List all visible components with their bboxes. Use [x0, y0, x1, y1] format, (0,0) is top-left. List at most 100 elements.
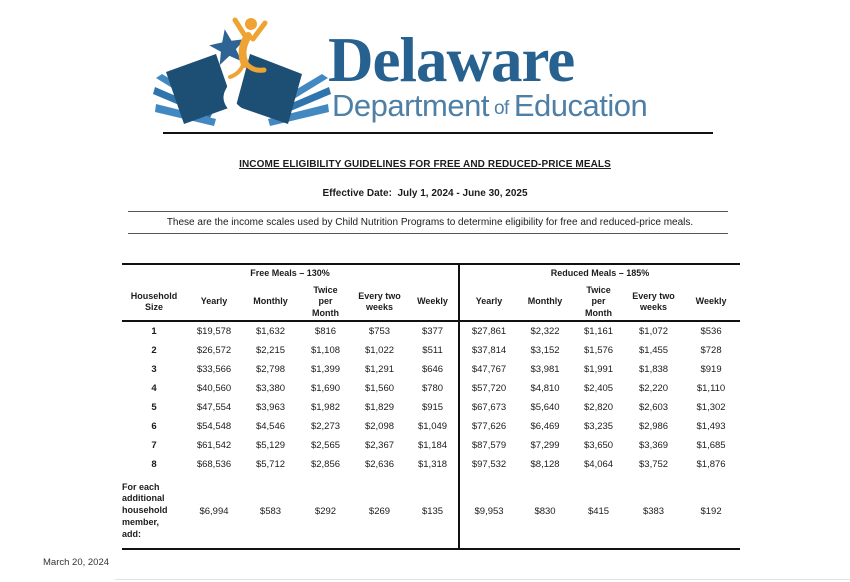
amount-cell: $19,578 — [196, 326, 232, 337]
amount-cell: $2,820 — [584, 402, 614, 413]
amount-cell: $2,367 — [364, 440, 395, 451]
doe-logo-icon — [153, 17, 331, 126]
amount-cell: $9,953 — [458, 474, 519, 549]
logo-subtitle-word: Education — [513, 88, 648, 123]
amount-cell: $40,560 — [196, 383, 232, 394]
amount-cell: $5,712 — [255, 459, 286, 470]
amount-cell: $292 — [314, 505, 337, 517]
amount-cell: $377 — [421, 326, 444, 337]
amount-cell: $1,838 — [639, 364, 669, 375]
description-text: These are the income scales used by Chil… — [166, 217, 694, 228]
amount-cell: $2,098 — [364, 421, 395, 432]
column-header-reduced-monthly: Monthly — [527, 296, 563, 307]
amount-cell: $1,829 — [364, 402, 395, 413]
column-header-free-weekly: Weekly — [417, 296, 448, 307]
amount-cell: $1,493 — [696, 421, 726, 432]
amount-cell: $383 — [642, 505, 665, 517]
amount-cell: $2,798 — [255, 364, 286, 375]
amount-cell: $1,685 — [696, 440, 726, 451]
group-header-free: Free Meals – 130% — [250, 268, 330, 278]
amount-cell: $6,994 — [199, 505, 229, 517]
amount-cell: $5,129 — [255, 440, 286, 451]
amount-cell: $1,108 — [310, 345, 341, 356]
amount-cell: $27,861 — [458, 321, 519, 341]
amount-cell: $26,572 — [196, 345, 232, 356]
household-size-cell: 3 — [151, 364, 157, 375]
column-header-reduced-weekly: Weekly — [695, 296, 727, 307]
amount-cell: $583 — [259, 505, 282, 517]
amount-cell: $61,542 — [196, 440, 232, 451]
amount-cell: $1,318 — [417, 459, 448, 470]
table-row: 7 $61,542 $5,129 $2,565 $2,367 $1,184 $87,579 $… — [122, 436, 740, 455]
amount-cell: $1,022 — [364, 345, 395, 356]
amount-cell: $1,632 — [255, 326, 286, 337]
column-header-reduced-every-two-weeks: Every two weeks — [632, 290, 675, 312]
amount-cell: $2,636 — [364, 459, 395, 470]
amount-cell: $753 — [368, 326, 391, 337]
logo-rule — [163, 132, 713, 134]
divider-line-bottom — [128, 233, 728, 234]
book-icon — [166, 54, 302, 124]
amount-cell: $1,876 — [696, 459, 726, 470]
logo-subtitle-word: Department — [332, 88, 489, 123]
income-eligibility-table: Free Meals – 130% Reduced Meals – 185% H… — [122, 263, 741, 550]
bottom-rule — [115, 579, 850, 580]
amount-cell: $1,291 — [364, 364, 395, 375]
amount-cell: $2,603 — [639, 402, 669, 413]
amount-cell: $1,184 — [417, 440, 448, 451]
logo-subtitle: Department of Education — [332, 88, 728, 126]
additional-member-label: For each additional household member, ad… — [122, 481, 168, 539]
logo-subtitle-word-of: of — [493, 98, 509, 119]
amount-cell: $8,128 — [530, 459, 560, 470]
amount-cell: $2,565 — [310, 440, 341, 451]
household-size-header: Household Size — [130, 290, 178, 312]
logo-title: Delaware — [328, 25, 575, 95]
amount-cell: $1,455 — [639, 345, 669, 356]
household-size-cell: 1 — [151, 326, 157, 337]
footer-date: March 20, 2024 — [43, 557, 110, 568]
amount-cell: $77,626 — [458, 417, 519, 436]
amount-cell: $3,369 — [639, 440, 669, 451]
amount-cell: $54,548 — [196, 421, 232, 432]
amount-cell: $780 — [421, 383, 444, 394]
page-title: INCOME ELIGIBILITY GUIDELINES FOR FREE A… — [239, 159, 611, 170]
table-row: 2 $26,572 $2,215 $1,108 $1,022 $511 $37,814 $3,… — [122, 341, 740, 360]
amount-cell: $1,991 — [584, 364, 614, 375]
amount-cell: $2,273 — [310, 421, 341, 432]
amount-cell: $1,576 — [584, 345, 614, 356]
amount-cell: $87,579 — [458, 436, 519, 455]
column-header-free-every-two-weeks: Every two weeks — [358, 290, 401, 312]
amount-cell: $7,299 — [530, 440, 560, 451]
amount-cell: $536 — [700, 326, 722, 337]
group-header-reduced: Reduced Meals – 185% — [458, 264, 741, 284]
path-road-icon — [223, 43, 249, 120]
amount-cell: $415 — [587, 505, 610, 517]
household-size-cell: 7 — [151, 440, 157, 451]
amount-cell: $2,986 — [639, 421, 669, 432]
amount-cell: $3,981 — [530, 364, 560, 375]
amount-cell: $2,856 — [310, 459, 341, 470]
amount-cell: $192 — [700, 505, 722, 517]
amount-cell: $830 — [534, 505, 556, 517]
table-row: 4 $40,560 $3,380 $1,690 $1,560 $780 $57,720 $4,… — [122, 379, 740, 398]
amount-cell: $97,532 — [458, 455, 519, 474]
table-row: 8 $68,536 $5,712 $2,856 $2,636 $1,318 $97,532 $… — [122, 455, 740, 474]
table-row: 5 $47,554 $3,963 $1,982 $1,829 $915 $67,673 $5,… — [122, 398, 740, 417]
column-header-free-twice-per-month: Twice per Month — [312, 285, 339, 318]
table-row: 1 $19,578 $1,632 $816 $753 $377 $27,861 $2,322 $… — [122, 321, 740, 341]
amount-cell: $4,064 — [584, 459, 614, 470]
amount-cell: $646 — [421, 364, 444, 375]
amount-cell: $47,767 — [458, 360, 519, 379]
column-header-free-yearly: Yearly — [200, 296, 228, 307]
column-header-reduced-twice-per-month: Twice per Month — [585, 285, 613, 318]
amount-cell: $1,072 — [639, 326, 669, 337]
column-header-reduced-yearly: Yearly — [458, 284, 519, 321]
amount-cell: $33,566 — [196, 364, 232, 375]
amount-cell: $3,752 — [639, 459, 669, 470]
table-row: 6 $54,548 $4,546 $2,273 $2,098 $1,049 $77,626 $… — [122, 417, 740, 436]
amount-cell: $915 — [421, 402, 444, 413]
amount-cell: $511 — [422, 345, 443, 356]
additional-member-row: For each additional household member, ad… — [122, 474, 740, 549]
amount-cell: $1,302 — [696, 402, 726, 413]
